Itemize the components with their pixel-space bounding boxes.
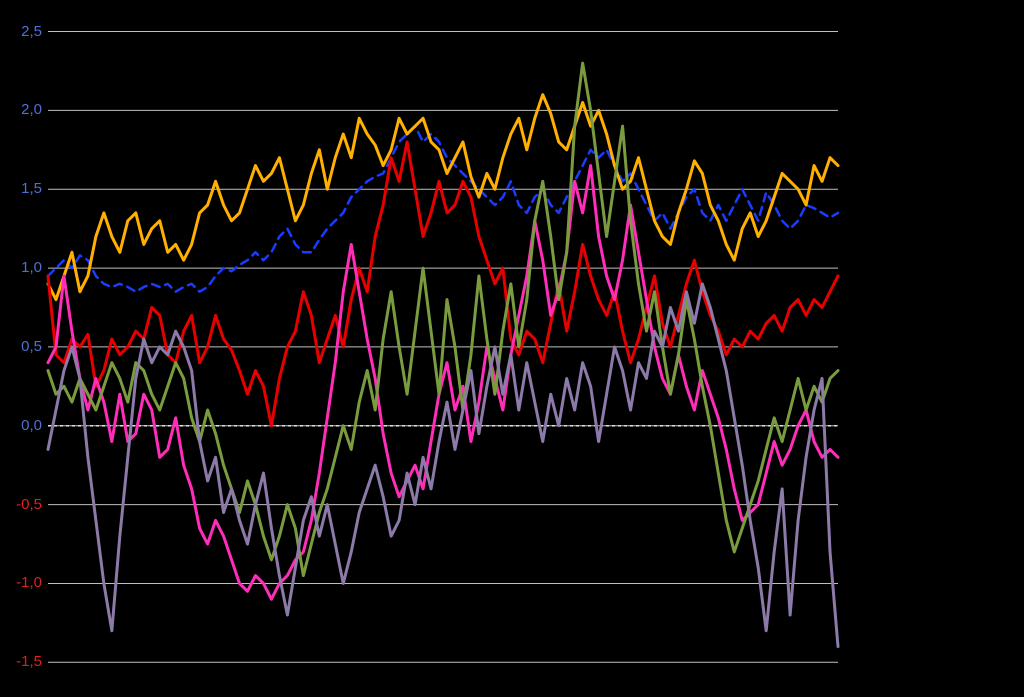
ytick-label: 0,5 [4,338,42,355]
ytick-label: 1,5 [4,180,42,197]
ytick-label: 2,5 [4,23,42,40]
ytick-label: -1,0 [4,574,42,591]
ytick-label: -1,5 [4,653,42,670]
ytick-label: -0,5 [4,496,42,513]
line-chart [0,0,1024,697]
ytick-label: 1,0 [4,259,42,276]
ytick-label: 0,0 [4,417,42,434]
ytick-label: 2,0 [4,101,42,118]
